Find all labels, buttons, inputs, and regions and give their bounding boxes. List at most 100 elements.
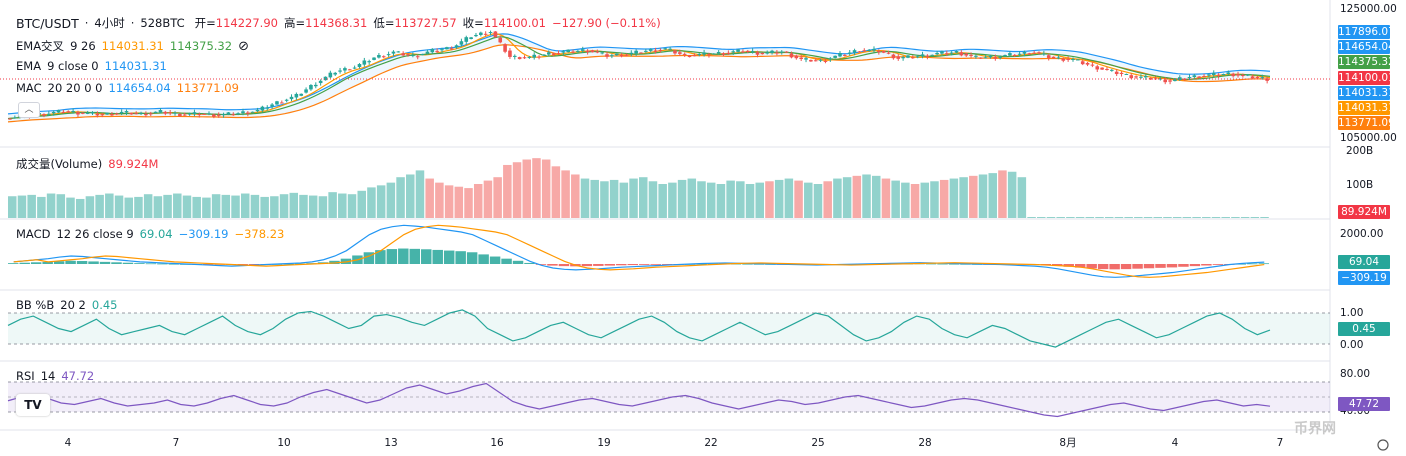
change-value: −127.90 (−0.11%) — [552, 16, 661, 30]
candle-body — [1032, 52, 1036, 54]
volume-pane[interactable] — [8, 158, 1269, 218]
candle-body — [877, 50, 881, 53]
volume-bar — [891, 180, 900, 218]
tradingview-logo-icon[interactable]: TV — [16, 394, 50, 416]
candle-body — [852, 50, 857, 53]
macd-hist-bar — [604, 264, 616, 266]
volume-bar — [493, 177, 502, 218]
candle-body — [1095, 66, 1100, 70]
candle-body — [974, 55, 978, 57]
rsi-legend[interactable]: RSI 14 47.72 — [16, 369, 94, 383]
time-tick: 22 — [704, 437, 717, 449]
macd-pane[interactable] — [8, 224, 1269, 278]
macd-hist-bar — [501, 258, 512, 264]
candle-body — [517, 57, 522, 60]
indicator-name: 成交量(Volume) — [16, 157, 103, 171]
macd-tick: 2000.00 — [1340, 228, 1383, 240]
candle-body — [1085, 62, 1090, 65]
symbol-legend: BTC/USDT · 4小时 · 528BTC 开=114227.90 高=11… — [16, 15, 661, 31]
candle-body — [226, 112, 231, 115]
candle-body — [833, 55, 837, 58]
candle-body — [246, 112, 250, 114]
interval[interactable]: 4小时 — [94, 16, 125, 30]
candle-body — [1260, 77, 1265, 79]
hidden-eye-icon[interactable]: ⊘ — [238, 38, 249, 54]
candle-body — [51, 111, 56, 114]
time-tick: 16 — [490, 437, 504, 449]
candle-body — [532, 54, 537, 58]
candle-body — [110, 114, 114, 116]
time-tick: 13 — [384, 437, 397, 449]
rsi-pane[interactable] — [7, 381, 1330, 418]
open-value: 114227.90 — [215, 16, 278, 30]
macd-hist-bar — [937, 263, 948, 265]
candle-body — [847, 52, 852, 54]
mac-legend[interactable]: MAC 20 20 0 0 114654.04 113771.09 — [16, 81, 239, 95]
symbol-name[interactable]: BTC/USDT — [16, 15, 79, 31]
watermark: 币界网 — [1294, 421, 1336, 437]
macd-hist-bar — [237, 264, 248, 265]
volume-bar — [95, 194, 104, 218]
candle-body — [998, 56, 1002, 58]
candle-body — [765, 52, 769, 54]
candle-body — [231, 114, 236, 116]
bb-legend[interactable]: BB %B 20 2 0.45 — [16, 298, 117, 312]
candle-body — [653, 50, 658, 52]
price-axis[interactable]: 125000.00 105000.00 200B 100B 2000.00 1.… — [1340, 3, 1397, 417]
ema-legend[interactable]: EMA 9 close 0 114031.31 — [16, 59, 167, 73]
volume-legend[interactable]: 成交量(Volume) 89.924M — [16, 156, 158, 172]
candle-body — [265, 107, 270, 109]
candle-body — [542, 54, 546, 56]
candle-body — [964, 53, 969, 56]
candle-body — [289, 96, 294, 100]
collapse-legend-button[interactable]: ︿ — [18, 102, 40, 118]
volume-bar — [376, 185, 386, 218]
candle-body — [712, 53, 716, 55]
macd-hist-bar — [489, 256, 501, 264]
candle-body — [619, 54, 624, 57]
candle-body — [304, 89, 308, 93]
price-pane[interactable] — [0, 30, 1330, 123]
bb-pane[interactable] — [7, 309, 1330, 348]
candle-body — [513, 55, 517, 57]
volume-bar — [532, 158, 541, 218]
volume-bar — [454, 186, 464, 218]
candle-body — [1245, 74, 1250, 76]
volume-bar — [1075, 217, 1085, 218]
candle-body — [469, 37, 473, 39]
volume-bar — [716, 184, 726, 218]
ema-cross-legend[interactable]: EMA交叉 9 26 114031.31 114375.32 ⊘ — [16, 38, 249, 54]
candle-body — [920, 54, 925, 57]
volume-bar — [105, 193, 114, 218]
macd-hist-bar — [696, 263, 707, 265]
volume-bar — [862, 174, 871, 218]
price-badge: 114375.32 — [1338, 55, 1395, 69]
macd-hist-bar — [1074, 264, 1086, 268]
volume-bar — [541, 159, 551, 218]
candle-body — [386, 54, 391, 56]
volume-bar — [765, 181, 774, 218]
time-axis[interactable]: 4 7 10 13 16 19 22 25 28 8月 4 7 — [65, 437, 1389, 451]
price-badge: 114031.31 — [1338, 86, 1395, 100]
candle-body — [1236, 74, 1240, 76]
volume-bar — [580, 178, 590, 218]
candle-body — [42, 114, 46, 116]
volume-bar — [1134, 217, 1143, 218]
macd-hist-bar — [42, 261, 53, 264]
indicator-params: 14 — [40, 369, 56, 383]
volume-bar — [1027, 217, 1036, 218]
candle-body — [1076, 59, 1080, 61]
volume-bar — [289, 192, 299, 218]
candle-body — [1071, 58, 1075, 60]
macd-hist-bar — [547, 264, 558, 266]
candle-body — [396, 51, 401, 53]
bb-value: 0.45 — [91, 298, 118, 312]
macd-hist-bar — [88, 261, 99, 264]
candle-body — [1158, 78, 1163, 80]
candle-body — [1119, 72, 1124, 75]
candle-body — [925, 55, 930, 57]
macd-legend[interactable]: MACD 12 26 close 9 69.04 −309.19 −378.23 — [16, 227, 284, 241]
price-badge: 114654.04 — [1338, 40, 1395, 54]
low-label: 低= — [373, 16, 395, 30]
